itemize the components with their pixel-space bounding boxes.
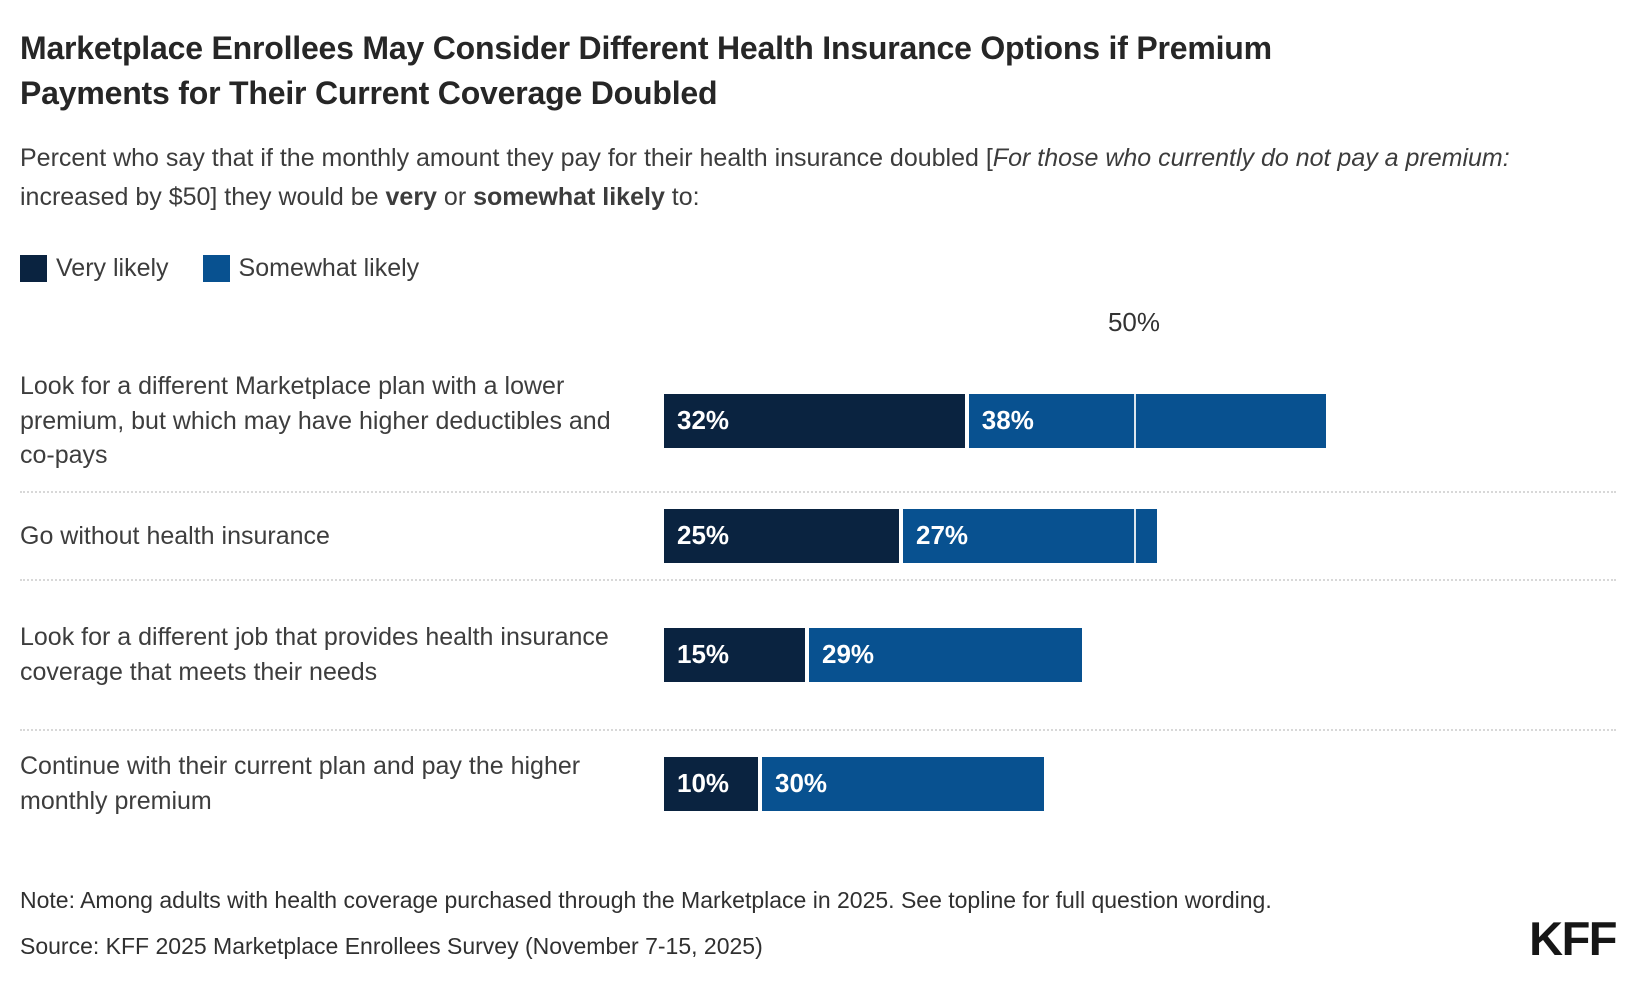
bar-value-label: 38% <box>981 405 1034 436</box>
note-text: Note: Among adults with health coverage … <box>20 886 1272 913</box>
chart-legend: Very likely Somewhat likely <box>20 254 1616 283</box>
bar-value-label: 30% <box>775 768 828 799</box>
stacked-bar-chart: 50% Look for a different Marketplace pla… <box>20 305 1616 837</box>
legend-label: Very likely <box>56 253 169 282</box>
axis-tick-line-50 <box>1134 393 1136 448</box>
subtitle-bold-somewhat-likely: somewhat likely <box>473 183 665 212</box>
legend-swatch-very-likely <box>20 254 47 282</box>
axis-tick-line-50 <box>1134 756 1136 811</box>
bar-value-label: 27% <box>916 520 969 551</box>
bar-segment-very-likely[interactable]: 25% <box>664 508 899 563</box>
subtitle-text: to: <box>664 183 700 212</box>
axis-tick-label-50: 50% <box>1107 306 1161 337</box>
legend-label: Somewhat likely <box>238 253 420 282</box>
chart-row: Look for a different job that provides h… <box>20 578 1616 729</box>
legend-item-very-likely: Very likely <box>20 254 169 283</box>
category-label: Go without health insurance <box>20 521 330 550</box>
bar-segment-somewhat-likely[interactable]: 30% <box>762 756 1044 811</box>
bar-segment-very-likely[interactable]: 32% <box>664 393 965 448</box>
axis-tick-line-50 <box>1134 508 1136 563</box>
subtitle-text: increased by $50] they would be <box>20 183 386 212</box>
footer-text: Note: Among adults with health coverage … <box>20 883 1529 964</box>
subtitle-text: or <box>436 183 474 212</box>
category-label: Continue with their current plan and pay… <box>20 752 581 815</box>
bar-track: 15% 29% <box>664 627 1616 682</box>
chart-subtitle: Percent who say that if the monthly amou… <box>20 139 1520 218</box>
chart-row: Continue with their current plan and pay… <box>20 728 1616 837</box>
subtitle-text: Percent who say that if the monthly amou… <box>20 143 993 172</box>
bar-track: 32% 38% <box>664 393 1616 448</box>
subtitle-bold-very: very <box>385 183 437 212</box>
chart-row: Look for a different Marketplace plan wi… <box>20 351 1616 491</box>
bar-value-label: 25% <box>677 520 730 551</box>
bar-value-label: 10% <box>677 768 730 799</box>
bar-value-label: 15% <box>677 639 730 670</box>
category-label: Look for a different Marketplace plan wi… <box>20 372 611 470</box>
footer: Note: Among adults with health coverage … <box>20 883 1617 965</box>
bar-track: 10% 30% <box>664 756 1616 811</box>
axis-row: 50% <box>664 305 1616 351</box>
bar-segment-somewhat-likely[interactable]: 27% <box>903 508 1157 563</box>
legend-swatch-somewhat-likely <box>202 254 230 282</box>
kff-logo: KFF <box>1529 911 1617 965</box>
bar-value-label: 29% <box>822 639 875 670</box>
bar-segment-very-likely[interactable]: 15% <box>664 627 805 682</box>
chart-row: Go without health insurance 25% 27% <box>20 490 1616 579</box>
bar-segment-very-likely[interactable]: 10% <box>664 756 758 811</box>
subtitle-italic-text: For those who currently do not pay a pre… <box>992 143 1510 172</box>
bar-segment-somewhat-likely[interactable]: 29% <box>809 627 1082 682</box>
category-label: Look for a different job that provides h… <box>20 623 609 686</box>
legend-item-somewhat-likely: Somewhat likely <box>202 253 420 283</box>
bar-segment-somewhat-likely[interactable]: 38% <box>968 393 1326 448</box>
bar-value-label: 32% <box>677 405 730 436</box>
source-text: Source: KFF 2025 Marketplace Enrollees S… <box>20 933 763 960</box>
bar-track: 25% 27% <box>664 508 1616 563</box>
page-title: Marketplace Enrollees May Consider Diffe… <box>20 30 1272 112</box>
axis-tick-line-50 <box>1134 627 1136 682</box>
